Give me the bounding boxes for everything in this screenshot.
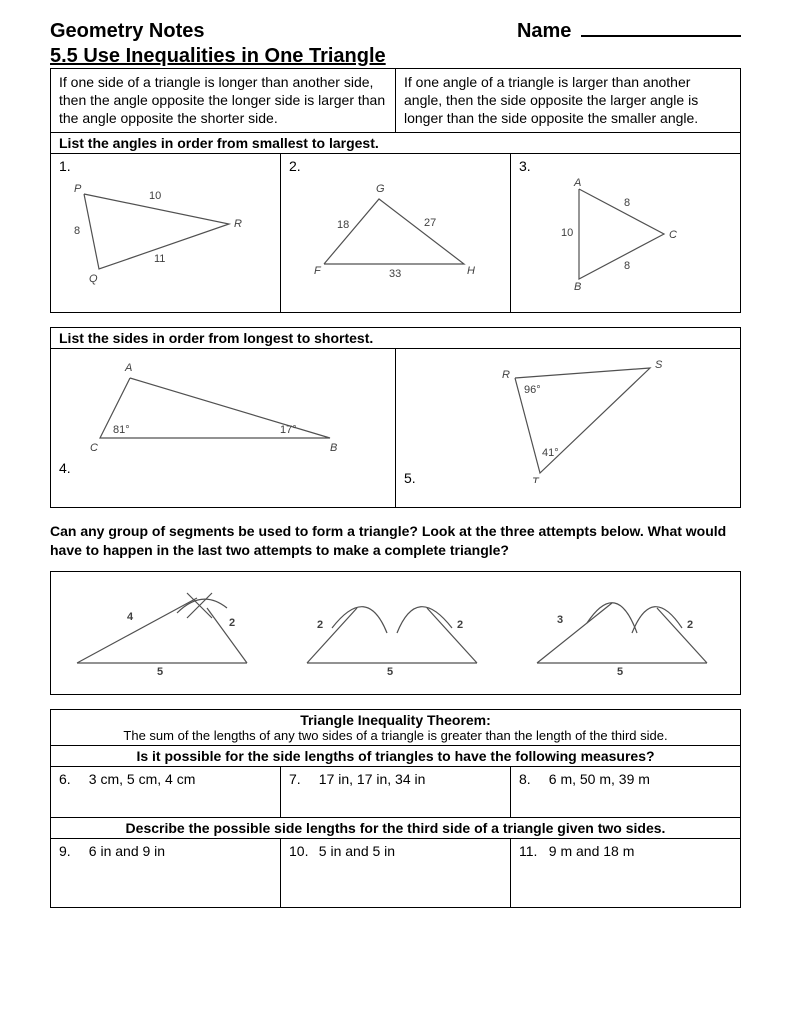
attempts-box: 4 2 5 2 2 5 3 2 5 [50,571,741,695]
section2-header: List the sides in order from longest to … [50,327,741,349]
triangle-2: F G H 18 27 33 [289,174,489,294]
problem-7: 7. 17 in, 17 in, 34 in [281,767,511,817]
svg-text:C: C [90,442,98,454]
theorem-angle-side: If one angle of a triangle is larger tha… [396,69,740,132]
problems-range: 9. 6 in and 9 in 10. 5 in and 5 in 11. 9… [50,839,741,908]
svg-text:2: 2 [687,619,693,631]
svg-text:Q: Q [89,273,98,285]
section3-header: Is it possible for the side lengths of t… [50,746,741,767]
svg-text:T: T [532,476,540,483]
section1-header: List the angles in order from smallest t… [50,133,741,154]
svg-text:R: R [502,369,510,381]
theorem-title: Triangle Inequality Theorem: [51,710,740,728]
svg-text:A: A [124,362,132,374]
attempts-svg: 4 2 5 2 2 5 3 2 5 [57,578,727,676]
svg-text:5: 5 [617,666,623,676]
problem-1: 1. P R Q 10 8 11 [51,154,281,312]
svg-text:33: 33 [389,268,401,280]
name-blank[interactable] [581,35,741,37]
svg-text:B: B [574,281,581,293]
svg-text:8: 8 [624,197,630,209]
triangle-3: A C B 8 8 10 [519,174,719,294]
svg-text:B: B [330,442,337,454]
svg-text:R: R [234,218,242,230]
problems-angles: 1. P R Q 10 8 11 2. F G H 18 27 33 [50,154,741,313]
problem-4: 4. A C B 81° 17° [51,349,396,507]
problem-8: 8. 6 m, 50 m, 39 m [511,767,740,817]
svg-text:2: 2 [229,617,235,629]
problem-11: 11. 9 m and 18 m [511,839,740,907]
theorem-row: If one side of a triangle is longer than… [50,68,741,133]
svg-text:G: G [376,183,385,195]
subtitle: 5.5 Use Inequalities in One Triangle [50,45,741,68]
triangle-1: P R Q 10 8 11 [59,174,259,294]
problems-sides: 4. A C B 81° 17° 5. R S T 96° 41° [50,349,741,508]
theorem-text: The sum of the lengths of any two sides … [51,728,740,745]
triangle-4: A C B 81° 17° [75,353,375,473]
svg-text:5: 5 [157,666,163,676]
header: Geometry Notes Name [50,20,741,43]
svg-text:17°: 17° [280,424,297,436]
svg-text:18: 18 [337,219,349,231]
theorem-box: Triangle Inequality Theorem: The sum of … [50,709,741,746]
svg-text:8: 8 [74,225,80,237]
problem-5: 5. R S T 96° 41° [396,349,740,507]
segments-question: Can any group of segments be used to for… [50,522,741,561]
problem-10: 10. 5 in and 5 in [281,839,511,907]
svg-text:81°: 81° [113,424,130,436]
svg-text:41°: 41° [542,447,559,459]
svg-text:3: 3 [557,614,563,626]
worksheet-page: Geometry Notes Name 5.5 Use Inequalities… [0,0,791,1024]
svg-text:F: F [314,265,322,277]
svg-text:2: 2 [317,619,323,631]
problem-3: 3. A C B 8 8 10 [511,154,740,312]
problem-6: 6. 3 cm, 5 cm, 4 cm [51,767,281,817]
problem-9: 9. 6 in and 9 in [51,839,281,907]
svg-text:S: S [655,359,663,371]
svg-text:A: A [573,177,581,189]
triangle-5: R S T 96° 41° [420,353,720,483]
svg-text:10: 10 [149,190,161,202]
section4-header: Describe the possible side lengths for t… [50,818,741,839]
page-title: Geometry Notes [50,20,205,43]
svg-text:C: C [669,229,677,241]
svg-text:8: 8 [624,260,630,272]
svg-text:5: 5 [387,666,393,676]
problems-possible: 6. 3 cm, 5 cm, 4 cm 7. 17 in, 17 in, 34 … [50,767,741,818]
theorem-side-angle: If one side of a triangle is longer than… [51,69,396,132]
svg-text:4: 4 [127,611,134,623]
svg-text:11: 11 [154,253,165,265]
problem-2: 2. F G H 18 27 33 [281,154,511,312]
svg-text:27: 27 [424,217,436,229]
svg-text:H: H [467,265,475,277]
name-field: Name [517,20,741,43]
svg-text:P: P [74,183,82,195]
svg-text:10: 10 [561,227,573,239]
svg-text:2: 2 [457,619,463,631]
svg-text:96°: 96° [524,384,541,396]
